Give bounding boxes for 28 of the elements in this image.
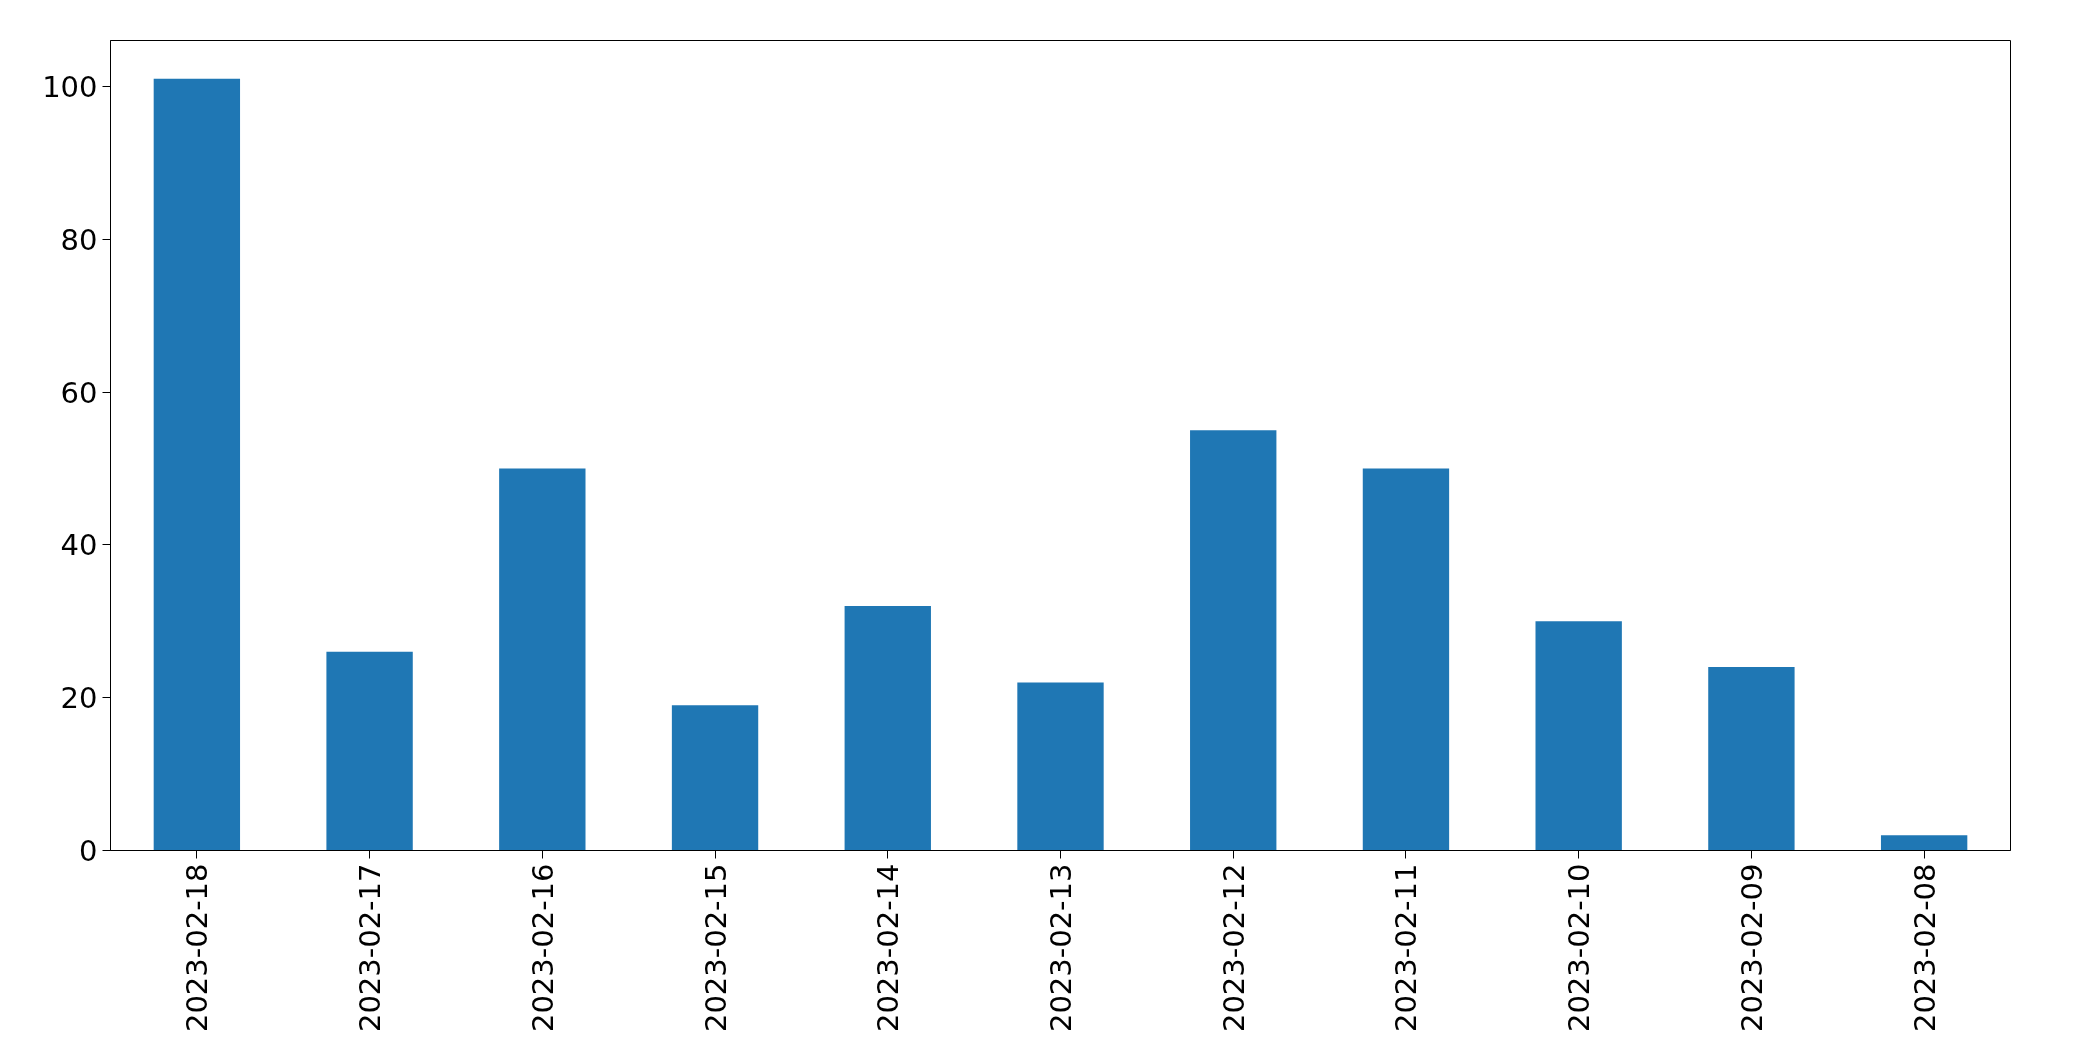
bar — [1535, 621, 1622, 851]
bar — [326, 651, 413, 851]
x-tick-label: 2023-02-15 — [698, 863, 733, 1033]
x-tick-label: 2023-02-08 — [1907, 863, 1942, 1033]
bar — [153, 78, 241, 851]
x-tick-label: 2023-02-18 — [180, 863, 215, 1033]
bar — [844, 605, 931, 851]
bar — [499, 468, 586, 851]
y-tick-label: 0 — [79, 834, 98, 868]
y-tick-label: 20 — [60, 681, 98, 716]
x-tick-label: 2023-02-16 — [525, 863, 560, 1033]
y-tick-label: 100 — [42, 69, 98, 104]
bar — [1708, 667, 1795, 851]
bar — [1190, 430, 1277, 851]
bar — [1017, 682, 1104, 851]
bar — [1362, 468, 1450, 851]
y-tick-label: 60 — [60, 375, 98, 410]
bar — [671, 705, 759, 851]
x-tick-label: 2023-02-10 — [1562, 863, 1597, 1033]
x-tick-label: 2023-02-14 — [871, 863, 906, 1033]
y-tick-label: 40 — [60, 528, 98, 563]
y-tick-label: 80 — [60, 222, 98, 257]
bar — [1880, 835, 1968, 851]
x-tick-label: 2023-02-11 — [1389, 863, 1424, 1033]
x-tick-label: 2023-02-17 — [353, 863, 388, 1033]
x-tick-label: 2023-02-12 — [1216, 863, 1251, 1033]
x-tick-label: 2023-02-13 — [1044, 863, 1078, 1033]
x-tick-label: 2023-02-09 — [1734, 863, 1769, 1033]
